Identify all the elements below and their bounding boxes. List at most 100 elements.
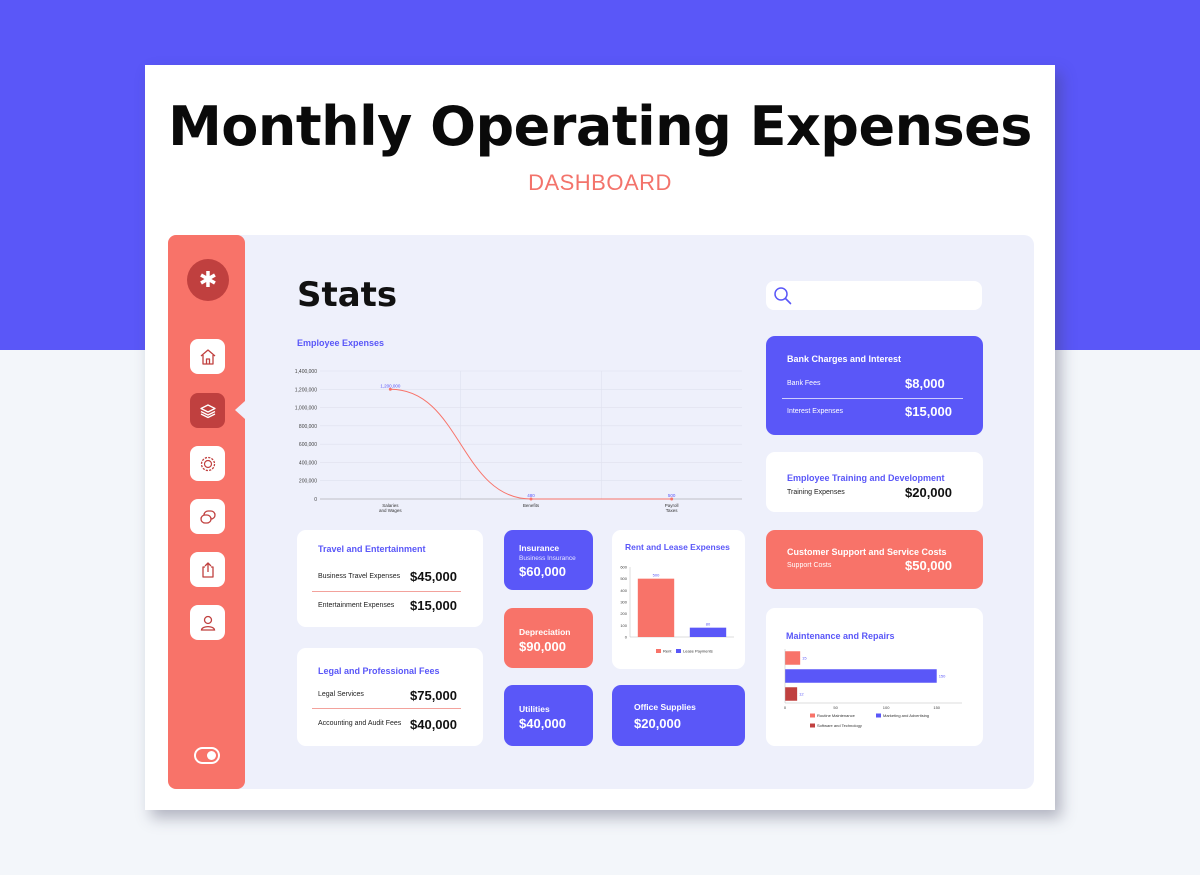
x-tick-label: 150	[933, 705, 940, 710]
legal-row-value: $40,000	[410, 717, 457, 732]
x-tick-label: Payroll	[665, 503, 679, 508]
active-indicator	[235, 401, 245, 419]
sidebar-item-chat[interactable]	[190, 499, 225, 534]
bank-row-value: $15,000	[905, 404, 952, 419]
y-tick-label: 100	[620, 623, 627, 628]
x-tick-label: Salaries	[382, 503, 399, 508]
bank-title: Bank Charges and Interest	[787, 354, 902, 364]
legal-title: Legal and Professional Fees	[318, 666, 440, 676]
support-card	[766, 530, 983, 589]
sidebar-item-stack[interactable]	[190, 393, 225, 428]
legend-label: Marketing and Advertising	[883, 713, 929, 718]
office-supplies-card	[612, 685, 745, 746]
depreciation-title: Depreciation	[519, 627, 571, 637]
sidebar-item-home[interactable]	[190, 339, 225, 374]
sidebar-item-settings[interactable]	[190, 446, 225, 481]
toggle-knob	[207, 751, 216, 760]
x-tick-label: 0	[784, 705, 787, 710]
travel-card	[297, 530, 483, 627]
data-label: 12	[799, 692, 804, 697]
training-value: $20,000	[905, 485, 952, 500]
y-tick-label: 1,400,000	[295, 369, 317, 375]
support-title: Customer Support and Service Costs	[787, 547, 947, 557]
data-point	[529, 497, 533, 501]
employee-expenses-chart: 0 200,000 400,000 600,000 800,000 1,000,000 1,…	[295, 369, 742, 513]
y-tick-label: 1,000,000	[295, 406, 317, 412]
theme-toggle[interactable]	[194, 747, 220, 764]
data-label: 480	[527, 493, 535, 498]
upload-icon	[201, 561, 214, 578]
stack-icon	[199, 403, 216, 418]
employee-expenses-title: Employee Expenses	[297, 338, 385, 348]
support-label: Support Costs	[787, 562, 832, 569]
insurance-title: Insurance	[519, 543, 560, 553]
x-tick-label: Taxes	[666, 508, 679, 513]
travel-row-label: Entertainment Expenses	[318, 602, 395, 609]
y-tick-label: 600,000	[299, 442, 317, 448]
insurance-value: $60,000	[519, 564, 566, 579]
x-tick-label: 50	[833, 705, 838, 710]
stats-title: Stats	[297, 275, 398, 315]
bar	[637, 578, 675, 637]
rent-card	[612, 530, 745, 669]
legend-swatch	[876, 713, 881, 718]
y-tick-label: 300	[620, 600, 627, 605]
y-tick-label: 600	[620, 565, 627, 570]
training-title: Employee Training and Development	[787, 473, 945, 483]
page-title: Monthly Operating Expenses	[168, 95, 1032, 158]
training-card	[766, 452, 983, 512]
bank-card	[766, 336, 983, 435]
maintenance-title: Maintenance and Repairs	[786, 631, 895, 641]
home-icon	[200, 348, 215, 365]
bank-row-label: Bank Fees	[787, 380, 821, 387]
legend-label: Routine Maintenance	[817, 713, 856, 718]
bar	[785, 687, 798, 701]
bar	[785, 669, 937, 683]
data-point	[670, 497, 674, 501]
legend-label: Rent	[663, 649, 672, 654]
y-tick-label: 200,000	[299, 479, 317, 485]
legend-swatch	[676, 649, 681, 653]
maintenance-chart: 15 150 12 0 50 100 150 Routine Maintenance Marke…	[784, 649, 962, 728]
office-supplies-title: Office Supplies	[634, 702, 696, 712]
bar	[689, 627, 727, 637]
travel-row-label: Business Travel Expenses	[318, 573, 401, 580]
data-label: 150	[939, 674, 946, 679]
x-tick-label: and Wages	[379, 508, 402, 513]
sidebar-item-upload[interactable]	[190, 552, 225, 587]
legend-swatch	[656, 649, 661, 653]
logo-asterisk-icon[interactable]: ✱	[187, 259, 229, 301]
series-line	[390, 388, 672, 500]
bank-row-label: Interest Expenses	[787, 408, 844, 415]
rent-title: Rent and Lease Expenses	[625, 542, 730, 552]
x-tick-label: 100	[883, 705, 890, 710]
legend-label: Lease Payments	[683, 649, 713, 654]
y-tick-label: 1,200,000	[295, 387, 317, 393]
rent-chart: 0 100 200 300 400 500 600 500 80 Rent Lease Paymen…	[620, 565, 734, 654]
y-tick-label: 400,000	[299, 460, 317, 466]
y-tick-label: 400	[620, 588, 627, 593]
travel-title: Travel and Entertainment	[318, 544, 426, 554]
y-tick-label: 500	[620, 576, 627, 581]
chat-icon	[199, 509, 216, 524]
data-label: 500	[653, 573, 660, 578]
travel-row-value: $45,000	[410, 569, 457, 584]
legal-row-value: $75,000	[410, 688, 457, 703]
support-value: $50,000	[905, 558, 952, 573]
bar	[785, 651, 801, 665]
search-input[interactable]	[766, 281, 982, 310]
y-tick-label: 0	[625, 635, 628, 640]
y-tick-label: 0	[314, 497, 317, 503]
legal-card	[297, 648, 483, 746]
legal-row-label: Accounting and Audit Fees	[318, 720, 402, 727]
y-tick-label: 800,000	[299, 424, 317, 430]
depreciation-value: $90,000	[519, 639, 566, 654]
data-label: 500	[668, 493, 676, 498]
sidebar-item-user[interactable]	[190, 605, 225, 640]
bank-row-value: $8,000	[905, 376, 945, 391]
data-label: 15	[802, 656, 807, 661]
utilities-title: Utilities	[519, 704, 550, 714]
legal-row-label: Legal Services	[318, 691, 364, 698]
x-tick-label: Benefits	[523, 503, 540, 508]
data-point	[388, 387, 392, 391]
